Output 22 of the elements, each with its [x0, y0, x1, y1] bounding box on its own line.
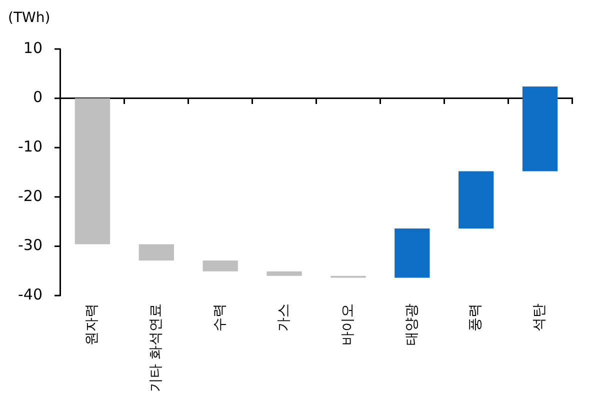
x-tick-label: 원자력	[84, 304, 100, 346]
bar	[522, 86, 558, 172]
y-tick-label: -10	[18, 138, 42, 156]
bar	[138, 244, 174, 261]
bar	[266, 271, 302, 276]
bar	[74, 98, 110, 244]
x-tick-label: 가스	[276, 304, 292, 332]
x-tick-label: 석탄	[532, 304, 548, 332]
x-tick-label: 태양광	[404, 304, 420, 346]
y-axis-title: (TWh)	[8, 10, 50, 26]
bar	[458, 171, 494, 228]
bar	[394, 228, 430, 278]
y-tick-label: 10	[23, 38, 42, 57]
x-tick-label: 바이오	[340, 304, 356, 346]
y-tick-label: -30	[18, 236, 42, 254]
y-tick-label: -20	[18, 186, 42, 205]
y-tick-label: -40	[18, 285, 42, 304]
x-tick-label: 수력	[212, 304, 228, 332]
bar	[202, 260, 238, 272]
x-tick-label: 기타 화석연료	[148, 304, 164, 392]
y-tick-label: 0	[32, 88, 42, 106]
x-tick-label: 풍력	[468, 304, 484, 332]
